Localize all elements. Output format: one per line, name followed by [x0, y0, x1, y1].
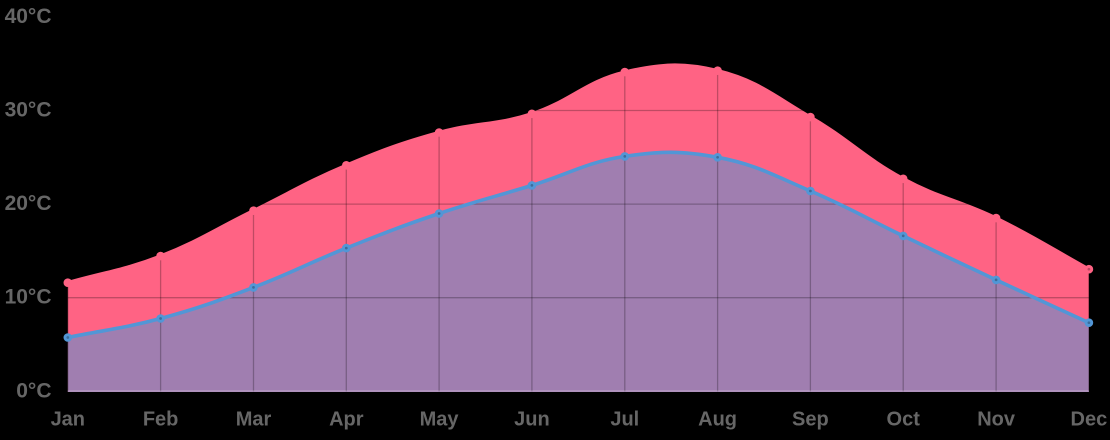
- svg-text:Oct: Oct: [887, 409, 921, 431]
- svg-text:Feb: Feb: [143, 409, 179, 431]
- svg-text:Aug: Aug: [698, 409, 737, 431]
- svg-text:Jul: Jul: [610, 409, 639, 431]
- svg-text:10°C: 10°C: [5, 286, 52, 309]
- svg-text:May: May: [420, 409, 460, 431]
- svg-text:Jan: Jan: [51, 409, 85, 431]
- svg-text:40°C: 40°C: [5, 5, 52, 28]
- svg-text:Jun: Jun: [514, 409, 550, 431]
- svg-text:Dec: Dec: [1071, 409, 1108, 431]
- svg-text:0°C: 0°C: [16, 379, 51, 402]
- svg-text:Mar: Mar: [236, 409, 272, 431]
- svg-text:20°C: 20°C: [5, 192, 52, 215]
- svg-text:Apr: Apr: [329, 409, 364, 431]
- svg-text:30°C: 30°C: [5, 99, 52, 122]
- svg-text:Sep: Sep: [792, 409, 829, 431]
- svg-text:Nov: Nov: [977, 409, 1016, 431]
